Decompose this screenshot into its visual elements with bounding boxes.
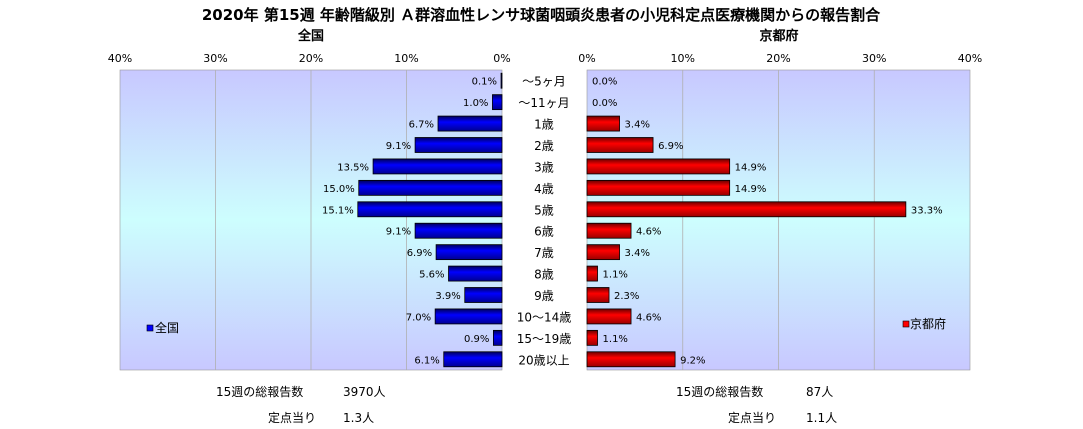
kyoto-data-label: 14.9% (735, 162, 767, 173)
kyoto-total-label: 15週の総報告数 (676, 385, 764, 399)
kyoto-bar (586, 179, 731, 196)
kyoto-tick-label: 40% (958, 52, 982, 65)
national-bar (414, 222, 503, 239)
national-tick-label: 30% (203, 52, 227, 65)
category-label: ～5ヶ月 (522, 75, 566, 89)
kyoto-bar (586, 351, 676, 368)
national-bar (437, 115, 503, 132)
national-bar (443, 351, 503, 368)
kyoto-tick-label: 0% (578, 52, 595, 65)
category-label: 3歳 (534, 160, 554, 174)
kyoto-subtitle: 京都府 (759, 28, 798, 44)
national-per-label: 定点当り (268, 411, 317, 425)
kyoto-data-label: 3.4% (625, 120, 650, 131)
national-total-value: 3970人 (343, 385, 386, 399)
kyoto-data-label: 4.6% (636, 227, 661, 238)
kyoto-data-label: 6.9% (658, 141, 683, 152)
kyoto-bar (586, 222, 632, 239)
chart-title: 2020年 第15週 年齢階級別 Ａ群溶血性レンサ球菌咽頭炎患者の小児科定点医療… (202, 6, 881, 24)
kyoto-data-label: 1.1% (603, 270, 628, 281)
kyoto-legend-label: 京都府 (910, 316, 946, 331)
kyoto-per-label: 定点当り (728, 411, 777, 425)
kyoto-bar (586, 115, 620, 132)
national-bar (372, 158, 503, 175)
national-bar (435, 244, 503, 261)
national-data-label: 13.5% (337, 162, 369, 173)
national-bar (358, 179, 503, 196)
kyoto-data-label: 33.3% (911, 205, 943, 216)
kyoto-bar (586, 244, 620, 261)
national-data-label: 15.1% (322, 205, 354, 216)
national-total-label: 15週の総報告数 (216, 385, 304, 399)
national-per-value: 1.3人 (343, 411, 375, 425)
national-legend-swatch (146, 324, 154, 332)
national-data-label: 0.1% (472, 77, 497, 88)
national-bar (448, 265, 503, 282)
kyoto-per-value: 1.1人 (806, 411, 838, 425)
kyoto-data-label: 14.9% (735, 184, 767, 195)
national-data-label: 1.0% (463, 98, 488, 109)
national-data-label: 6.1% (414, 355, 439, 366)
category-label: 7歳 (534, 246, 554, 260)
category-label: 20歳以上 (518, 353, 569, 367)
national-data-label: 15.0% (323, 184, 355, 195)
national-tick-label: 40% (108, 52, 132, 65)
national-bar (493, 329, 503, 346)
category-label: 4歳 (534, 182, 554, 196)
category-label: 2歳 (534, 139, 554, 153)
national-tick-label: 0% (493, 52, 510, 65)
category-label: 6歳 (534, 225, 554, 239)
kyoto-legend: 京都府 (902, 316, 946, 331)
kyoto-bar (586, 287, 610, 303)
category-label: 15～19歳 (517, 332, 572, 346)
national-bar (434, 308, 503, 325)
national-data-label: 9.1% (386, 227, 411, 238)
kyoto-data-label: 0.0% (592, 98, 617, 109)
national-data-label: 7.0% (406, 312, 431, 323)
national-data-label: 9.1% (386, 141, 411, 152)
kyoto-bar (586, 308, 632, 325)
category-label: 5歳 (534, 203, 554, 217)
kyoto-bar (586, 329, 598, 346)
national-subtitle: 全国 (297, 28, 324, 44)
national-data-label: 3.9% (435, 291, 460, 302)
kyoto-tick-label: 30% (862, 52, 886, 65)
national-data-label: 0.9% (464, 334, 489, 345)
category-label: 1歳 (534, 118, 554, 132)
national-bar (414, 137, 503, 153)
national-legend: 全国 (146, 320, 179, 335)
kyoto-bar (586, 137, 654, 153)
national-bar (500, 72, 503, 89)
kyoto-legend-swatch (902, 320, 910, 328)
kyoto-data-label: 4.6% (636, 312, 661, 323)
national-bar (357, 201, 503, 218)
national-bar (464, 287, 503, 303)
national-data-label: 5.6% (419, 270, 444, 281)
kyoto-data-label: 9.2% (680, 355, 705, 366)
category-label: 9歳 (534, 289, 554, 303)
kyoto-tick-label: 20% (766, 52, 790, 65)
kyoto-total-value: 87人 (806, 385, 834, 399)
national-tick-label: 10% (394, 52, 418, 65)
kyoto-bar (586, 201, 907, 218)
kyoto-bar (586, 265, 598, 282)
kyoto-tick-label: 10% (671, 52, 695, 65)
kyoto-data-label: 2.3% (614, 291, 639, 302)
category-label: ～11ヶ月 (518, 96, 569, 110)
kyoto-data-label: 0.0% (592, 77, 617, 88)
national-data-label: 6.7% (409, 120, 434, 131)
category-label: 8歳 (534, 268, 554, 282)
national-bar (492, 94, 503, 111)
kyoto-bar (586, 158, 731, 175)
category-label: 10～14歳 (517, 310, 572, 324)
kyoto-data-label: 1.1% (603, 334, 628, 345)
national-legend-label: 全国 (155, 320, 179, 335)
kyoto-data-label: 3.4% (625, 248, 650, 259)
national-tick-label: 20% (299, 52, 323, 65)
national-data-label: 6.9% (407, 248, 432, 259)
